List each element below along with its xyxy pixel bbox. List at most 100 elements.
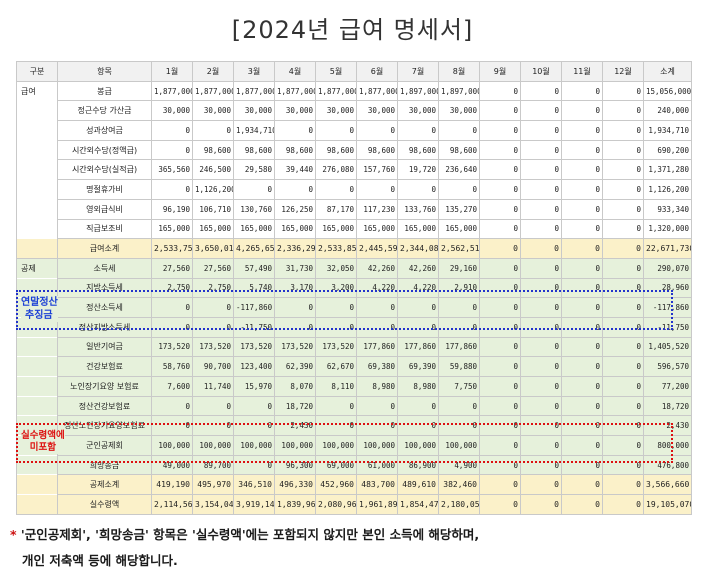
- table-row: 정산소득세 0 0 -117,860 0 0 0 0 0 0 0 0 0 -117,860: [16, 297, 692, 318]
- month-value-cell: 0: [315, 179, 357, 200]
- month-value-cell: 0: [479, 159, 521, 181]
- month-value-cell: 0: [520, 238, 562, 259]
- category-cell: [16, 356, 58, 377]
- month-value-cell: 62,390: [274, 356, 316, 377]
- month-value-cell: 0: [561, 238, 603, 259]
- month-value-cell: 2,533,850: [315, 238, 357, 259]
- settlement-highlight-box: [16, 290, 673, 330]
- month-value-cell: 0: [561, 474, 603, 496]
- category-cell: 공제: [16, 257, 58, 279]
- month-value-cell: 100,000: [192, 435, 234, 456]
- item-cell: 공제소계: [57, 474, 152, 496]
- month-value-cell: 0: [151, 415, 193, 437]
- month-value-cell: 157,760: [356, 159, 398, 181]
- month-value-cell: 96,190: [151, 198, 193, 220]
- column-header: 항목: [57, 61, 152, 82]
- month-value-cell: 3,200: [315, 277, 357, 299]
- row-total-cell: 1,934,710: [643, 120, 692, 141]
- category-cell: [16, 336, 58, 357]
- month-value-cell: 3,919,140: [233, 494, 275, 515]
- month-value-cell: 0: [561, 218, 603, 240]
- month-value-cell: 0: [397, 297, 439, 318]
- month-value-cell: 0: [602, 474, 644, 496]
- excluded-highlight-box: [16, 423, 673, 463]
- category-cell: [16, 395, 58, 416]
- month-value-cell: 27,560: [151, 257, 193, 279]
- month-value-cell: 87,170: [315, 198, 357, 220]
- month-value-cell: 123,400: [233, 356, 275, 377]
- month-value-cell: 0: [520, 179, 562, 200]
- category-cell: [16, 494, 58, 515]
- month-value-cell: 32,050: [315, 257, 357, 279]
- month-value-cell: 135,270: [438, 198, 480, 220]
- row-total-cell: 290,070: [643, 257, 692, 279]
- month-value-cell: 11,740: [192, 376, 234, 397]
- item-cell: 노인장기요양 보험료: [57, 376, 152, 397]
- month-value-cell: 246,500: [192, 159, 234, 181]
- month-value-cell: 2,750: [151, 277, 193, 299]
- month-value-cell: 1,877,000: [151, 80, 193, 102]
- month-value-cell: 165,000: [151, 218, 193, 240]
- month-value-cell: 0: [520, 159, 562, 181]
- month-value-cell: 0: [479, 435, 521, 456]
- month-value-cell: 0: [397, 120, 439, 141]
- month-value-cell: 1,897,000: [438, 80, 480, 102]
- column-header: 6월: [356, 61, 398, 82]
- month-value-cell: 0: [602, 415, 644, 437]
- settlement-label-line1: 연말정산: [21, 297, 58, 308]
- month-value-cell: 2,750: [192, 277, 234, 299]
- month-value-cell: 0: [151, 139, 193, 161]
- month-value-cell: 0: [233, 179, 275, 200]
- month-value-cell: 0: [479, 277, 521, 299]
- item-cell: 시간외수당(정액급): [57, 139, 152, 161]
- month-value-cell: 0: [602, 238, 644, 259]
- month-value-cell: 126,250: [274, 198, 316, 220]
- footnote-text-1: '군인공제회', '희망송금' 항목은 '실수령액'에는 포함되지 않지만 본인…: [20, 527, 480, 542]
- month-value-cell: 89,700: [192, 454, 234, 476]
- month-value-cell: 90,700: [192, 356, 234, 377]
- month-value-cell: 0: [192, 297, 234, 318]
- month-value-cell: 3,650,010: [192, 238, 234, 259]
- row-total-cell: 1,320,000: [643, 218, 692, 240]
- table-row: 정산지방소득세 0 0 -11,750 0 0 0 0 0 0 0 0 0 -11,750: [16, 316, 692, 338]
- month-value-cell: 0: [397, 395, 439, 417]
- month-value-cell: 0: [520, 139, 562, 161]
- month-value-cell: 165,000: [397, 218, 439, 240]
- month-value-cell: 1,877,000: [356, 80, 398, 102]
- category-cell: 급여: [16, 80, 58, 101]
- row-total-cell: 240,000: [643, 100, 692, 122]
- month-value-cell: 0: [520, 376, 562, 397]
- row-total-cell: 15,056,000: [643, 80, 692, 102]
- salary-table-container: 구분 항목 1월 2월 3월 4월 5월 6월 7월 8월 9월 10월 11월 12월 소계 급여 봉급 1,…: [16, 61, 692, 515]
- month-value-cell: -117,860: [233, 297, 275, 318]
- month-value-cell: 0: [602, 80, 644, 102]
- month-value-cell: 0: [520, 336, 562, 358]
- month-value-cell: 42,260: [397, 257, 439, 279]
- month-value-cell: 98,600: [397, 139, 439, 161]
- month-value-cell: 96,300: [274, 454, 316, 476]
- month-value-cell: 495,970: [192, 474, 234, 496]
- month-value-cell: 30,000: [356, 100, 398, 122]
- month-value-cell: 0: [561, 139, 603, 161]
- month-value-cell: 100,000: [315, 435, 357, 456]
- month-value-cell: 57,490: [233, 257, 275, 279]
- month-value-cell: 0: [520, 297, 562, 318]
- table-row: 건강보험료 58,760 90,700 123,400 62,390 62,670 69,3…: [16, 356, 692, 377]
- month-value-cell: 8,980: [397, 376, 439, 397]
- row-total-cell: 28,960: [643, 277, 692, 299]
- column-header: 12월: [602, 61, 644, 82]
- month-value-cell: 2,344,080: [397, 238, 439, 259]
- month-value-cell: 0: [602, 120, 644, 141]
- month-value-cell: 382,460: [438, 474, 480, 496]
- row-total-cell: 596,570: [643, 356, 692, 377]
- month-value-cell: 0: [602, 356, 644, 377]
- month-value-cell: 0: [356, 395, 398, 417]
- month-value-cell: 173,520: [233, 336, 275, 358]
- month-value-cell: 173,520: [274, 336, 316, 358]
- month-value-cell: 98,600: [438, 139, 480, 161]
- month-value-cell: 69,000: [315, 454, 357, 476]
- month-value-cell: 0: [520, 198, 562, 220]
- month-value-cell: 30,000: [438, 100, 480, 122]
- item-cell: 지방소득세: [57, 277, 152, 299]
- month-value-cell: 0: [315, 297, 357, 318]
